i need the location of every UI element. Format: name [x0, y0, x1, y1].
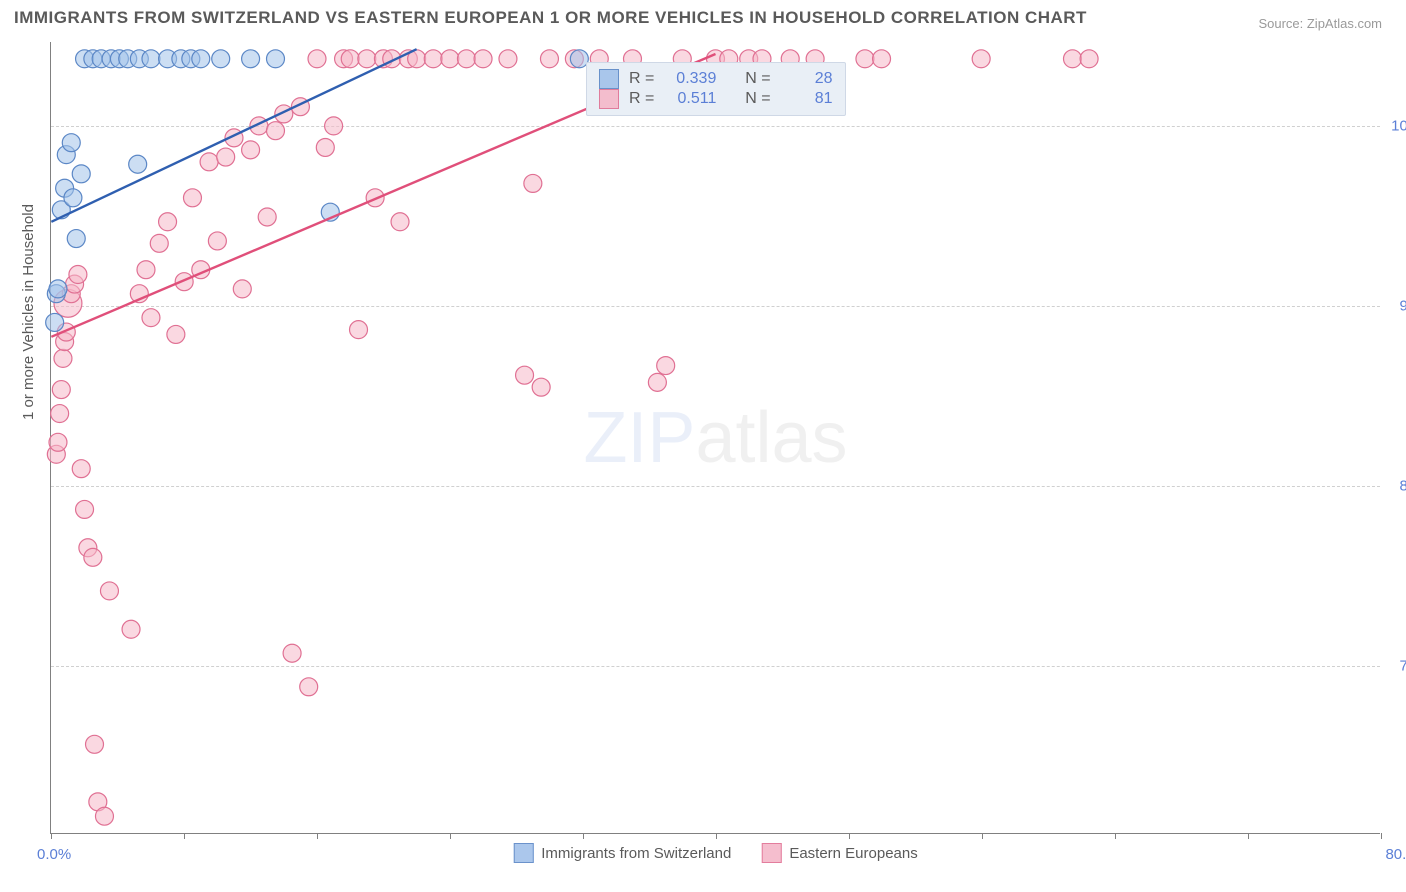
chart-title: IMMIGRANTS FROM SWITZERLAND VS EASTERN E…: [14, 8, 1087, 28]
n-label: N =: [745, 70, 770, 88]
legend-swatch-eastern: [599, 89, 619, 109]
r-value-eastern: 0.511: [664, 90, 716, 108]
n-label: N =: [745, 90, 770, 108]
y-tick-label: 85.0%: [1399, 478, 1406, 495]
source-label: Source: ZipAtlas.com: [1258, 16, 1382, 31]
scatter-svg: [51, 42, 1380, 833]
r-value-switzerland: 0.339: [664, 70, 716, 88]
plot-area: ZIPatlas 100.0%92.5%85.0%77.5% R = 0.339…: [50, 42, 1380, 834]
legend-swatch-icon: [513, 843, 533, 863]
bottom-legend-eastern: Eastern Europeans: [761, 843, 917, 863]
legend-swatch-switzerland: [599, 69, 619, 89]
r-label: R =: [629, 90, 654, 108]
bottom-legend-switzerland: Immigrants from Switzerland: [513, 843, 731, 863]
legend-label-eastern: Eastern Europeans: [789, 845, 917, 862]
legend-row-switzerland: R = 0.339 N = 28: [599, 69, 833, 89]
n-value-switzerland: 28: [781, 70, 833, 88]
n-value-eastern: 81: [781, 90, 833, 108]
correlation-legend-box: R = 0.339 N = 28 R = 0.511 N = 81: [586, 62, 846, 116]
y-axis-label: 1 or more Vehicles in Household: [20, 204, 37, 420]
x-axis-min-label: 0.0%: [37, 846, 71, 863]
y-tick-label: 92.5%: [1399, 298, 1406, 315]
r-label: R =: [629, 70, 654, 88]
legend-label-switzerland: Immigrants from Switzerland: [541, 845, 731, 862]
legend-row-eastern: R = 0.511 N = 81: [599, 89, 833, 109]
y-tick-label: 77.5%: [1399, 658, 1406, 675]
bottom-legend: Immigrants from Switzerland Eastern Euro…: [513, 843, 917, 863]
legend-swatch-icon: [761, 843, 781, 863]
y-tick-label: 100.0%: [1391, 118, 1406, 135]
x-axis-max-label: 80.0%: [1385, 846, 1406, 863]
